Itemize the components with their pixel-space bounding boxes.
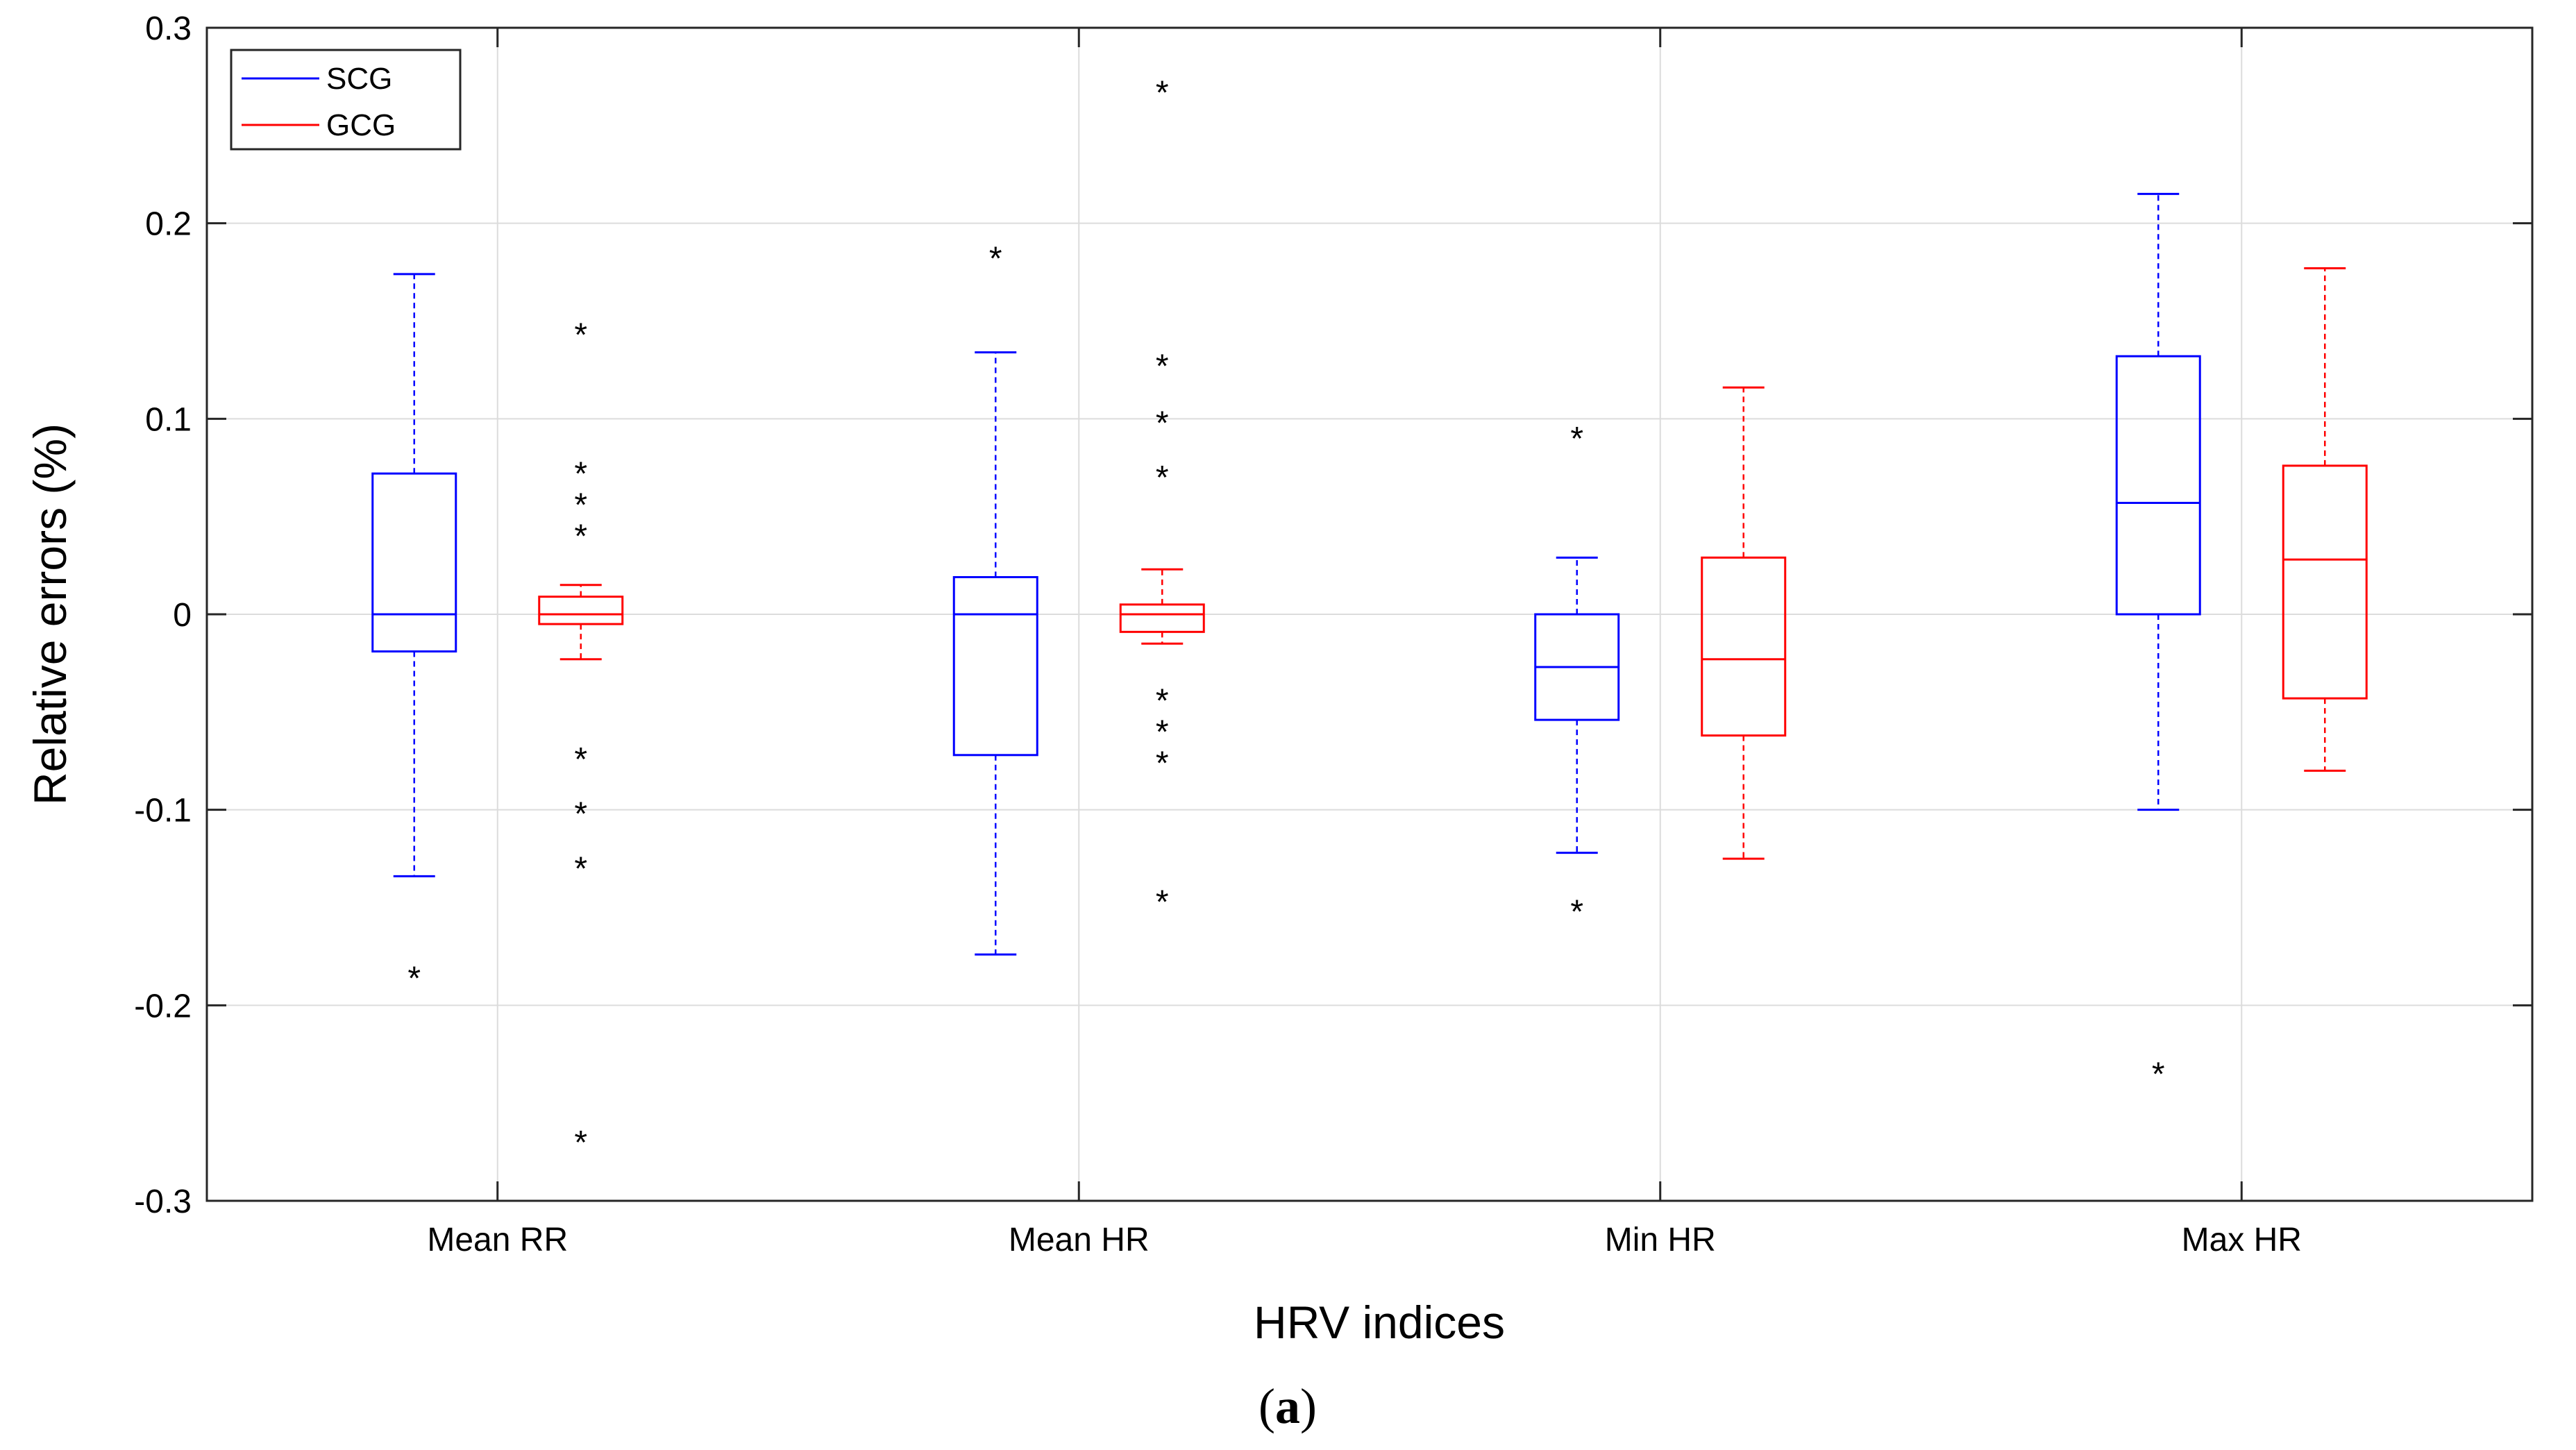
outlier-marker: * (574, 456, 587, 493)
y-axis-title: Relative errors (%) (24, 423, 76, 805)
box-iqr (538, 596, 624, 625)
box-scg: * (371, 273, 457, 997)
axis-ticks (207, 26, 2532, 1202)
outlier-marker: * (574, 851, 587, 888)
outlier-marker: * (574, 487, 587, 524)
outlier-marker: * (574, 1124, 587, 1161)
legend-label-gcg: GCG (326, 108, 396, 142)
outlier-marker: * (1156, 714, 1169, 750)
outlier-marker: * (407, 960, 421, 997)
box-gcg (1701, 386, 1787, 860)
x-tick-label: Mean HR (1009, 1222, 1150, 1258)
x-tick-label: Min HR (1605, 1222, 1716, 1258)
y-tick-label: 0.1 (145, 401, 192, 438)
box-scg: ** (1534, 421, 1620, 931)
box-iqr (952, 575, 1038, 757)
outlier-marker: * (1156, 405, 1169, 441)
outlier-marker: * (1156, 74, 1169, 111)
box-gcg: ******** (1119, 74, 1205, 920)
box-gcg: ******** (538, 317, 624, 1161)
box-scg: * (2115, 192, 2201, 1093)
outlier-marker: * (1156, 348, 1169, 385)
box-iqr (1119, 603, 1205, 633)
y-tick-label: -0.1 (134, 793, 192, 829)
outlier-marker: * (574, 796, 587, 833)
outlier-marker: * (1156, 682, 1169, 719)
caption-letter: a (1275, 1379, 1300, 1434)
box-series: ********************* (371, 74, 2368, 1161)
y-tick-label: 0.3 (145, 10, 192, 47)
outlier-marker: * (1156, 884, 1169, 920)
caption-open: ( (1258, 1379, 1275, 1434)
outlier-marker: * (2152, 1056, 2165, 1093)
outlier-marker: * (1156, 745, 1169, 782)
outlier-marker: * (574, 741, 587, 778)
box-iqr (2115, 355, 2201, 616)
outlier-marker: * (989, 241, 1002, 278)
legend-box (230, 49, 462, 151)
caption-close: ) (1300, 1379, 1317, 1434)
x-axis-title: HRV indices (1254, 1297, 1505, 1348)
figure-caption: (a) (1258, 1379, 1317, 1434)
outlier-marker: * (574, 519, 587, 555)
x-tick-label: Mean RR (427, 1222, 568, 1258)
outlier-marker: * (574, 317, 587, 354)
outlier-marker: * (1570, 421, 1583, 457)
legend-label-scg: SCG (326, 62, 392, 96)
x-tick-label: Max HR (2182, 1222, 2302, 1258)
y-tick-label: 0 (173, 597, 192, 634)
tick-labels: -0.3 -0.2 -0.1 0 0.1 0.2 0.3 Mean RR Mean HR Min … (134, 10, 2302, 1258)
legend: SCG GCG (230, 49, 462, 151)
box-gcg (2282, 267, 2368, 772)
outlier-marker: * (1156, 460, 1169, 496)
y-tick-label: -0.3 (134, 1183, 192, 1220)
box-scg: * (952, 241, 1038, 956)
y-tick-label: -0.2 (134, 988, 192, 1025)
box-iqr (2282, 464, 2368, 700)
box-iqr (1701, 556, 1787, 737)
outlier-marker: * (1570, 894, 1583, 931)
box-iqr (371, 472, 457, 653)
y-tick-label: 0.2 (145, 206, 192, 243)
